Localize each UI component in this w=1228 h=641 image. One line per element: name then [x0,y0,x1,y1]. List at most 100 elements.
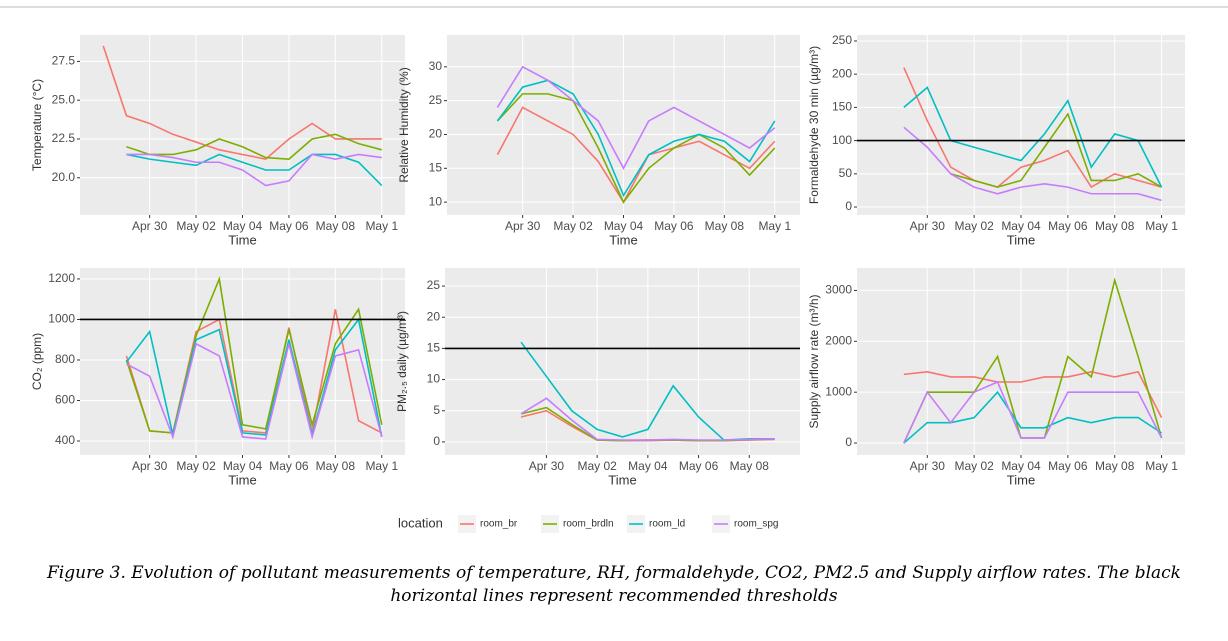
x-tick-label: May 08 [730,459,770,473]
series-line [496,93,776,204]
y-tick-label: 1200 [48,271,75,285]
x-tick-label: May 04 [223,219,263,233]
x-axis-label: Time [608,472,636,487]
series-line [520,397,775,441]
x-tick-label: May 06 [679,459,719,473]
legend-title: location [398,515,443,530]
legend-label: room_ld [649,519,685,530]
y-tick-label: 30 [429,59,443,73]
series-line [903,380,1163,444]
y-tick-label: 10 [429,194,443,208]
plot-panel [445,268,800,455]
y-tick-label: 0 [845,199,852,213]
x-tick-label: May 04 [628,459,668,473]
y-axis-label: PM₂.₅ daily (µg/m³) [395,311,409,412]
caption: Figure 3. Evolution of pollutant measure… [47,563,1181,606]
x-tick-label: May 1 [1145,219,1178,233]
y-tick-label: 50 [839,166,853,180]
series-line [903,390,1163,444]
series-line [125,317,383,439]
y-tick-label: 250 [832,33,852,47]
y-tick-label: 2000 [825,333,852,347]
x-tick-label: May 08 [316,219,356,233]
y-tick-label: 0 [433,434,440,448]
x-axis-label: Time [1007,232,1035,247]
x-tick-label: May 04 [223,459,263,473]
x-axis-label: Time [228,232,256,247]
x-tick-label: May 04 [1001,459,1041,473]
y-tick-label: 20.0 [52,170,76,184]
x-tick-label: Apr 30 [910,459,946,473]
y-tick-label: 3000 [825,283,852,297]
y-tick-label: 5 [433,403,440,417]
y-tick-label: 150 [832,100,852,114]
x-tick-label: May 06 [1048,219,1088,233]
y-tick-label: 25 [427,278,441,292]
legend-label: room_brdln [563,519,614,530]
x-tick-label: Apr 30 [132,219,168,233]
x-tick-label: May 02 [176,219,216,233]
x-tick-label: Apr 30 [132,459,168,473]
series-line [903,86,1163,188]
x-tick-label: May 06 [269,459,309,473]
series-line [496,65,776,171]
legend-label: room_br [480,519,518,530]
x-tick-label: May 08 [1095,459,1135,473]
y-tick-label: 27.5 [52,54,76,68]
y-tick-label: 25 [429,93,443,107]
y-tick-label: 1000 [825,384,852,398]
y-tick-label: 0 [845,435,852,449]
series-line [903,370,1163,418]
series-line [102,45,382,160]
series-line [126,153,383,187]
x-tick-label: Apr 30 [505,219,541,233]
x-tick-label: May 08 [316,459,356,473]
x-axis-label: Time [609,232,637,247]
series-line [126,153,382,187]
x-tick-label: Apr 30 [910,219,946,233]
y-tick-label: 25.0 [52,92,76,106]
x-tick-label: May 1 [758,219,791,233]
y-axis-label: Formaldehyde 30 min (µg/m³) [807,46,821,204]
x-axis-label: Time [1007,472,1035,487]
y-tick-label: 800 [55,352,75,366]
y-tick-label: 100 [832,133,852,147]
y-tick-label: 15 [427,341,441,355]
x-tick-label: May 08 [705,219,745,233]
y-tick-label: 15 [429,160,443,174]
x-tick-label: May 02 [954,219,994,233]
y-axis-label: CO₂ (ppm) [30,333,44,390]
y-axis-label: Relative Humidity (%) [397,67,411,182]
y-tick-label: 20 [429,127,443,141]
x-tick-label: May 1 [1145,459,1178,473]
y-axis-label: Temperature (°C) [30,79,44,171]
x-tick-label: Apr 30 [529,459,565,473]
legend-label: room_spg [734,519,778,530]
x-tick-label: May 04 [1001,219,1041,233]
series-line [125,275,383,434]
series-line [950,112,1162,188]
x-tick-label: May 02 [954,459,994,473]
x-tick-label: May 06 [269,219,309,233]
x-tick-label: May 1 [365,219,398,233]
y-tick-label: 1000 [48,312,75,326]
x-tick-label: May 1 [365,459,398,473]
series-line [903,126,1162,202]
y-tick-label: 20 [427,309,441,323]
x-tick-label: May 02 [553,219,593,233]
y-tick-label: 200 [832,66,852,80]
y-tick-label: 10 [427,372,441,386]
series-line [126,342,383,441]
y-axis-label: Supply airflow rate (m³/h) [807,294,821,428]
x-tick-label: May 02 [176,459,216,473]
x-tick-label: May 06 [1048,459,1088,473]
chart-grid: 20.0 22.5 25.0 27.5 Apr 30 May 02 May 04 May 06… [0,6,1228,533]
series-line [496,106,776,204]
y-tick-label: 22.5 [52,131,76,145]
x-tick-label: May 02 [577,459,617,473]
x-tick-label: May 06 [654,219,694,233]
x-axis-label: Time [228,472,256,487]
x-tick-label: May 04 [604,219,644,233]
series-line [126,133,382,160]
